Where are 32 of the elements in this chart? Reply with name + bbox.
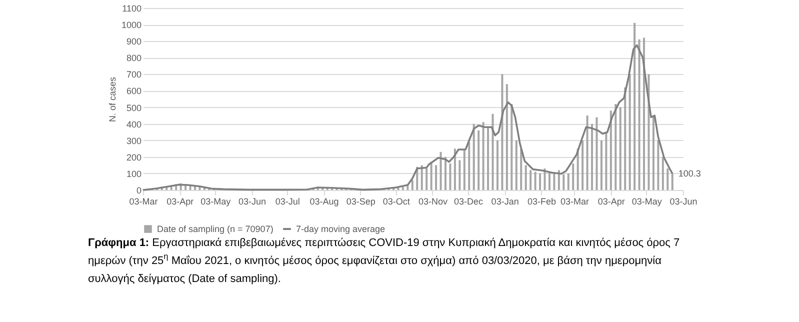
y-tick-label: 300 — [126, 136, 142, 146]
y-tick-label: 0 — [136, 186, 142, 196]
x-tick-label: 03-Mar — [129, 196, 158, 206]
x-tick-label: 03-Mar — [560, 196, 590, 206]
x-tick-label: 03-Aug — [310, 196, 339, 206]
x-tick-label: 03-Sep — [346, 196, 376, 206]
y-tick-label: 700 — [126, 70, 142, 80]
x-tick-label: 03-Apr — [598, 196, 625, 206]
x-tick-label: 03-Dec — [454, 196, 484, 206]
x-tick-label: 03-Nov — [418, 196, 448, 206]
x-tick-label: 03-Jun — [670, 196, 698, 206]
y-tick-label: 200 — [126, 152, 142, 162]
x-tick-label: 03-May — [200, 196, 232, 206]
y-tick-label: 1000 — [121, 20, 142, 30]
y-tick-label: 500 — [126, 102, 142, 113]
y-tick-label: 600 — [126, 86, 142, 96]
x-tick-label: 03-Oct — [382, 196, 410, 206]
y-tick-label: 900 — [126, 36, 142, 47]
legend-label: 7-day moving average — [296, 224, 386, 234]
y-tick-label: 100 — [126, 168, 142, 179]
x-tick-label: 03-Jun — [238, 196, 266, 206]
x-tick-label: 03-Jul — [275, 196, 300, 206]
y-tick-label: 1100 — [122, 4, 142, 14]
y-tick-label: 800 — [126, 53, 142, 64]
x-tick-label: 03-Apr — [166, 196, 194, 206]
legend-label: Date of sampling (n = 70907) — [157, 224, 274, 234]
y-axis-title: N. of cases — [107, 76, 118, 122]
y-tick-label: 400 — [126, 119, 142, 130]
x-tick-label: 03-Feb — [527, 196, 556, 206]
x-tick-label: 03-May — [632, 196, 662, 206]
x-tick-label: 03-Jan — [491, 196, 519, 206]
annotation: 100.3 — [678, 168, 701, 178]
